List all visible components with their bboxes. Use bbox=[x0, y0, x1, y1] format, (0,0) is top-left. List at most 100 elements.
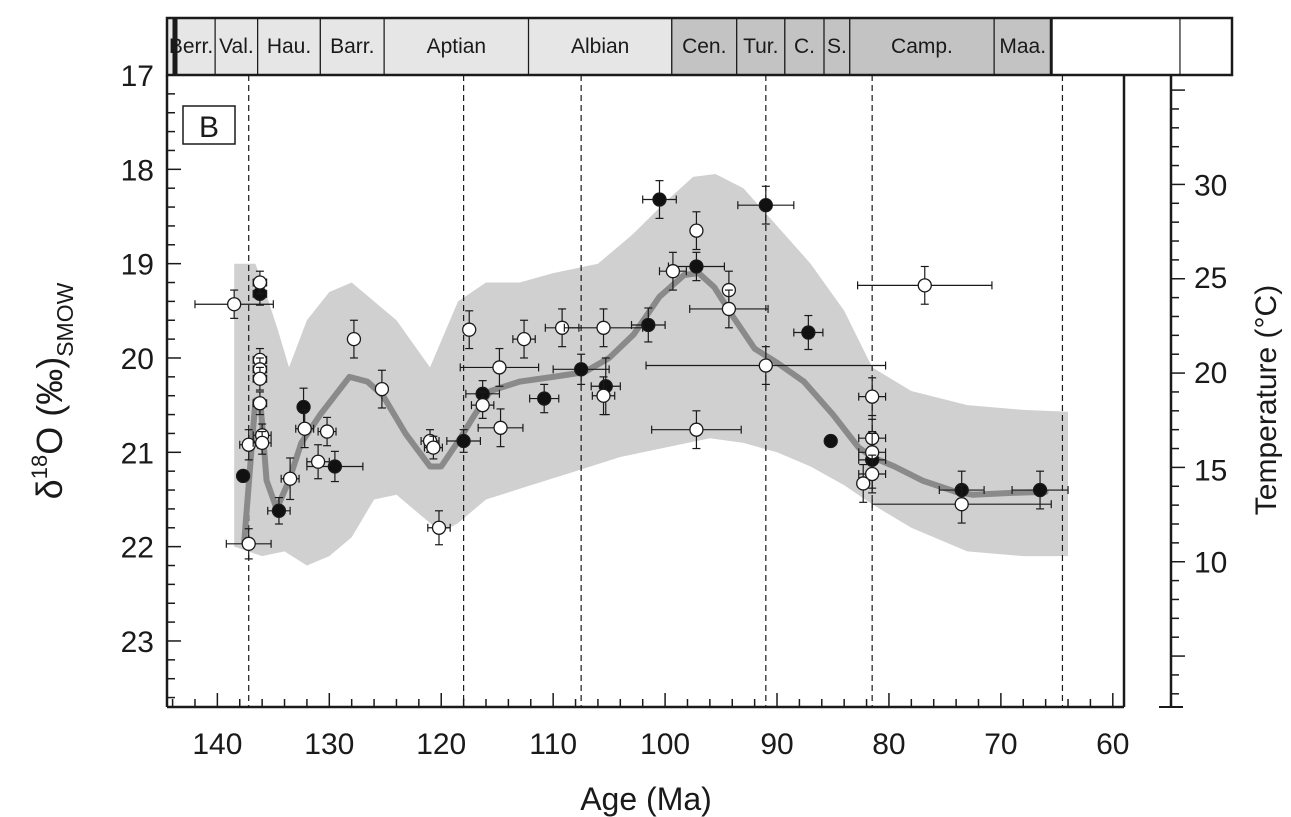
data-point-filled bbox=[737, 185, 795, 225]
marker-open bbox=[689, 223, 704, 238]
marker-open bbox=[319, 424, 335, 439]
y-tick-label: 18 bbox=[121, 154, 154, 187]
x-tick-label: 60 bbox=[1096, 728, 1129, 761]
y-tick-label: 17 bbox=[121, 60, 154, 93]
y-axis-label-subscript: SMOW bbox=[52, 282, 78, 356]
axes-layer: 140 130 120 110 100 90 80 70 60 17 18 19 20 21 22 23 30 2… bbox=[121, 60, 1228, 761]
panel-label-box: B bbox=[182, 105, 236, 145]
y2-tick-label: 25 bbox=[1194, 262, 1227, 295]
stage-bar-frame bbox=[165, 16, 1234, 77]
marker-open bbox=[475, 397, 490, 413]
marker-filled bbox=[456, 433, 471, 449]
marker-filled bbox=[801, 325, 816, 340]
y2-tick-label: 10 bbox=[1194, 547, 1227, 580]
data-point-filled bbox=[552, 353, 610, 385]
data-point-filled bbox=[306, 450, 364, 483]
y-tick-label: 23 bbox=[121, 626, 154, 659]
stage-cell bbox=[736, 17, 786, 76]
data-point-open bbox=[459, 347, 540, 387]
data-point-open bbox=[563, 308, 644, 348]
marker-filled bbox=[235, 468, 251, 484]
y-tick-label: 19 bbox=[121, 249, 154, 282]
y-tick-label: 22 bbox=[121, 532, 154, 565]
data-point-open bbox=[689, 289, 769, 329]
marker-open bbox=[252, 275, 268, 290]
marker-open bbox=[241, 536, 256, 551]
x-tick-label: 70 bbox=[984, 728, 1017, 761]
data-point-open bbox=[306, 444, 330, 480]
data-point-filled bbox=[823, 433, 838, 449]
y2-tick-label: 20 bbox=[1194, 357, 1227, 390]
marker-filled bbox=[1032, 482, 1048, 498]
panel-label-frame bbox=[182, 105, 236, 145]
data-point-open bbox=[252, 366, 268, 391]
marker-open bbox=[254, 435, 270, 451]
x-tick-label: 90 bbox=[760, 728, 793, 761]
y2-tick-label: 15 bbox=[1194, 454, 1227, 487]
y-axis-label: δ18O (‰)SMOW bbox=[27, 282, 78, 499]
stage-label: Val. bbox=[219, 35, 254, 58]
y2-tick-label: 30 bbox=[1194, 169, 1227, 202]
data-point-filled bbox=[267, 496, 291, 525]
stage-bar: Berr. Val. Hau. Barr. Aptian Albian Cen. Tur. C.… bbox=[165, 16, 1234, 77]
data-point-open bbox=[252, 391, 268, 416]
data-point-open bbox=[470, 391, 495, 419]
marker-filled bbox=[271, 503, 287, 518]
marker-open bbox=[758, 358, 773, 373]
data-point-open bbox=[374, 369, 390, 409]
data-point-open bbox=[645, 346, 887, 385]
marker-open bbox=[492, 360, 507, 375]
marker-open bbox=[346, 331, 362, 347]
stage-label: Camp. bbox=[891, 35, 953, 58]
data-point-open bbox=[856, 463, 871, 503]
y-axis-label-superscript: 18 bbox=[27, 455, 52, 479]
stage-label: S. bbox=[827, 35, 847, 58]
data-point-open bbox=[858, 377, 887, 417]
stage-label: Barr. bbox=[330, 35, 374, 58]
x-tick-label: 100 bbox=[640, 728, 690, 761]
stage-label: C. bbox=[794, 35, 815, 58]
marker-filled bbox=[758, 198, 773, 213]
stage-label: Berr. bbox=[169, 35, 213, 58]
stage-cell bbox=[784, 17, 825, 76]
data-points-layer bbox=[194, 180, 1069, 560]
stage-label: Albian bbox=[571, 35, 629, 58]
marker-open bbox=[431, 520, 447, 535]
marker-open bbox=[310, 454, 326, 469]
data-point-open bbox=[689, 211, 704, 251]
stage-label: Cen. bbox=[682, 35, 726, 58]
data-point-open bbox=[871, 484, 1052, 524]
x-axis-label: Age (Ma) bbox=[580, 781, 712, 817]
marker-filled bbox=[689, 259, 704, 274]
stage-cell bbox=[993, 17, 1052, 76]
data-point-open bbox=[512, 319, 536, 359]
data-point-filled bbox=[667, 251, 726, 282]
uncertainty-envelope bbox=[234, 174, 1068, 566]
data-point-filled bbox=[529, 383, 560, 414]
stage-cell bbox=[671, 17, 738, 76]
data-point-open bbox=[252, 430, 272, 455]
marker-filled bbox=[296, 399, 311, 415]
marker-open bbox=[689, 422, 704, 437]
marker-filled bbox=[652, 192, 667, 207]
stage-label: Tur. bbox=[743, 35, 778, 58]
data-point-open bbox=[858, 454, 887, 494]
data-point-filled bbox=[793, 314, 824, 351]
marker-open bbox=[426, 440, 441, 455]
stage-label: Maa. bbox=[999, 35, 1046, 58]
data-point-open bbox=[658, 251, 687, 291]
marker-open bbox=[493, 420, 508, 435]
marker-filled bbox=[327, 459, 343, 474]
data-point-open bbox=[857, 265, 993, 305]
data-point-open bbox=[423, 435, 443, 460]
data-point-open bbox=[225, 528, 272, 560]
data-point-open bbox=[239, 429, 259, 461]
data-point-open bbox=[317, 416, 337, 447]
data-point-open bbox=[427, 510, 451, 546]
x-tick-label: 130 bbox=[304, 728, 354, 761]
marker-open bbox=[596, 320, 611, 335]
y-axis-label-delta: δ bbox=[29, 479, 70, 499]
marker-open bbox=[954, 497, 969, 512]
marker-open bbox=[252, 396, 268, 411]
data-point-open bbox=[295, 409, 315, 449]
